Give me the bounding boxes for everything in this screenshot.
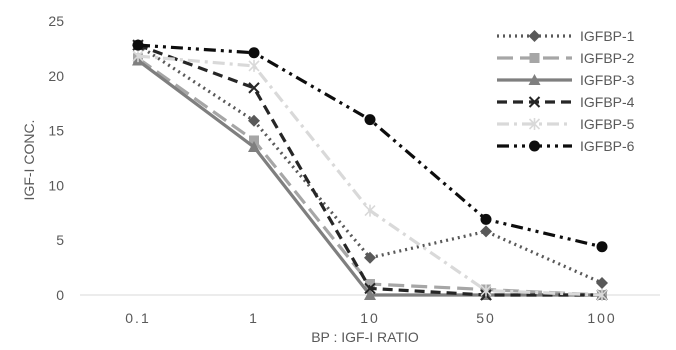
- data-point: [248, 47, 260, 59]
- data-point: [249, 135, 259, 146]
- y-tick-label: 5: [56, 232, 64, 248]
- data-point: [365, 279, 375, 290]
- data-point: [364, 114, 376, 126]
- legend-marker: [528, 74, 541, 85]
- axes: 0 5 10 15 20 25 0.1 1 10 50 100: [48, 13, 660, 326]
- legend-item: IGFBP-6: [497, 138, 635, 154]
- legend-label: IGFBP-5: [580, 116, 635, 132]
- data-point: [596, 289, 608, 301]
- data-point: [596, 241, 608, 253]
- data-point: [132, 50, 144, 63]
- y-tick-label: 20: [48, 68, 64, 84]
- legend-label: IGFBP-1: [580, 28, 635, 44]
- data-point: [364, 251, 376, 264]
- x-tick-label: 50: [476, 310, 496, 326]
- x-tick-label: 1: [249, 310, 259, 326]
- y-tick-label: 15: [48, 123, 64, 139]
- data-point: [480, 225, 492, 238]
- legend-marker: [528, 30, 541, 42]
- y-axis-title: IGF-I CONC.: [21, 120, 37, 201]
- legend-marker: [529, 53, 540, 63]
- legend-item: IGFBP-4: [497, 94, 635, 110]
- series-igfbp-6: [132, 39, 608, 253]
- data-point: [132, 39, 144, 51]
- legend-marker: [528, 96, 541, 108]
- data-point: [480, 213, 492, 225]
- series-igfbp-5: [132, 50, 608, 301]
- x-axis-title: BP : IGF-I RATIO: [311, 329, 419, 345]
- data-point: [248, 59, 260, 72]
- legend-item: IGFBP-2: [497, 50, 635, 66]
- y-tick-label: 0: [56, 287, 64, 303]
- data-point: [364, 204, 376, 217]
- legend-marker: [529, 140, 540, 152]
- x-tick-label: 10: [360, 310, 380, 326]
- legend-item: IGFBP-1: [497, 28, 635, 44]
- data-point: [248, 82, 260, 94]
- legend-label: IGFBP-3: [580, 72, 635, 88]
- data-point: [248, 141, 260, 153]
- y-tick-label: 10: [48, 177, 64, 193]
- data-point: [364, 282, 376, 295]
- plot-series: [132, 39, 608, 301]
- data-point: [596, 276, 608, 289]
- legend-label: IGFBP-4: [580, 94, 635, 110]
- data-point: [480, 284, 492, 297]
- legend: IGFBP-1 IGFBP-2 IGFBP-3 IGFBP-4 IGFBP-5 IGFBP…: [497, 28, 635, 154]
- data-point: [364, 289, 376, 300]
- legend-marker: [528, 118, 541, 130]
- legend-item: IGFBP-5: [497, 116, 635, 132]
- data-point: [248, 114, 260, 127]
- legend-item: IGFBP-3: [497, 72, 635, 88]
- y-tick-label: 25: [48, 13, 64, 29]
- x-tick-label: 100: [587, 310, 616, 326]
- legend-label: IGFBP-6: [580, 138, 635, 154]
- legend-label: IGFBP-2: [580, 50, 635, 66]
- series-igfbp-1: [132, 39, 608, 289]
- x-tick-label: 0.1: [125, 310, 150, 326]
